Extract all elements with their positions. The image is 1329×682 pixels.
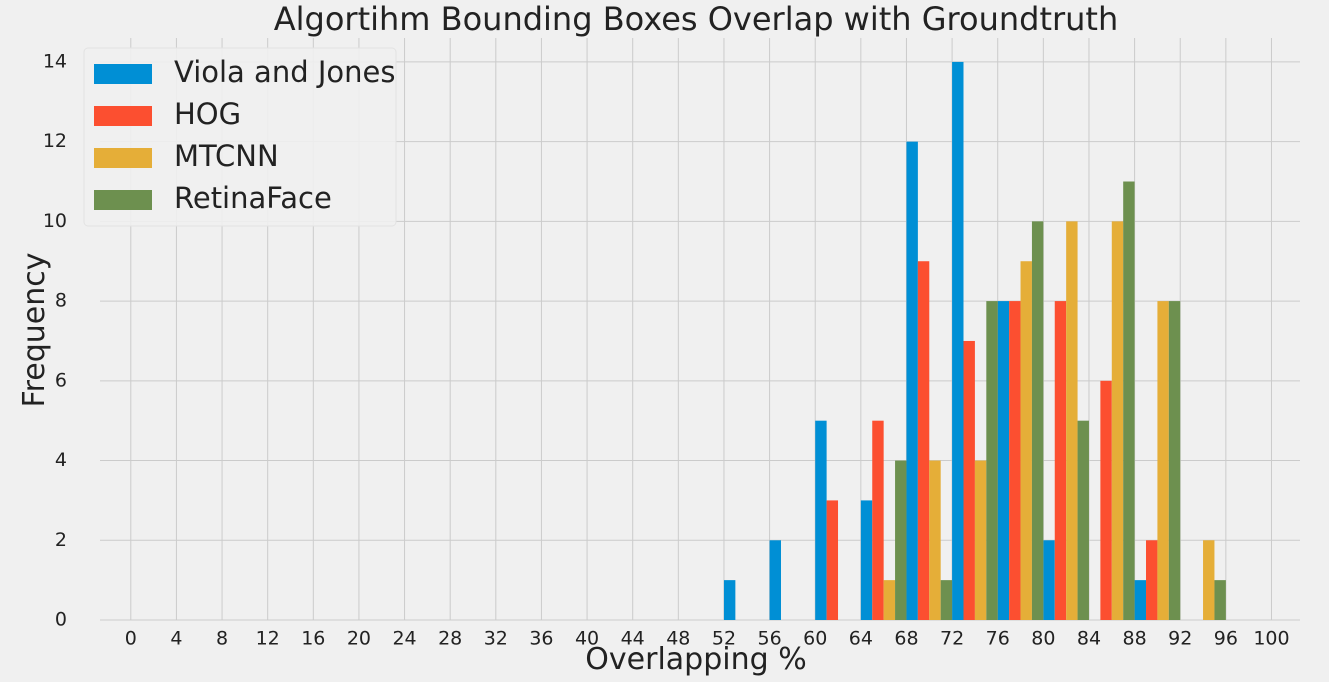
tick-labels: 0 4 8 12 16 20 24 28 32 36 40 44 48 52 56 60 64 68 72 76 80 8…: [43, 50, 1290, 649]
bar-retinaface: [986, 301, 998, 620]
x-tick-label: 56: [757, 628, 781, 650]
bar-mtcnn: [883, 580, 896, 620]
x-tick-label: 24: [392, 628, 416, 650]
x-tick-label: 4: [170, 628, 182, 650]
x-tick-label: 92: [1168, 628, 1192, 650]
x-tick-label: 8: [216, 628, 228, 650]
y-tick-label: 10: [43, 210, 67, 232]
legend-label: Viola and Jones: [174, 55, 395, 89]
x-tick-label: 52: [712, 628, 736, 650]
x-tick-label: 88: [1123, 628, 1147, 650]
bar-viola-and-jones: [723, 580, 736, 620]
legend: Viola and Jones HOG MTCNN RetinaFace: [83, 47, 397, 227]
y-tick-label: 8: [55, 290, 67, 312]
bars: [723, 61, 1226, 621]
bar-retinaface: [1168, 301, 1181, 620]
legend-box: [83, 47, 397, 227]
y-tick-label: 6: [55, 369, 67, 391]
x-tick-label: 76: [986, 628, 1010, 650]
legend-label: HOG: [174, 97, 241, 131]
y-axis-label: Frequency: [17, 253, 52, 408]
bar-mtcnn: [1066, 221, 1078, 620]
x-tick-label: 0: [125, 628, 137, 650]
bar-viola-and-jones: [769, 540, 781, 620]
y-tick-label: 2: [55, 529, 67, 551]
x-tick-label: 28: [438, 628, 462, 650]
bar-hog: [963, 340, 975, 620]
legend-label: MTCNN: [174, 139, 279, 173]
y-tick-label: 4: [55, 449, 67, 471]
bar-viola-and-jones: [952, 61, 964, 621]
bar-viola-and-jones: [997, 301, 1010, 620]
y-tick-label: 12: [43, 130, 67, 152]
bar-viola-and-jones: [1043, 540, 1055, 620]
x-tick-label: 32: [484, 628, 508, 650]
bar-viola-and-jones: [815, 420, 827, 620]
x-tick-label: 100: [1253, 628, 1289, 650]
bar-retinaface: [1214, 580, 1226, 620]
bar-hog: [826, 500, 839, 620]
x-tick-label: 36: [529, 628, 553, 650]
bar-hog: [917, 261, 930, 620]
x-tick-label: 12: [256, 628, 280, 650]
x-tick-label: 48: [666, 628, 690, 650]
bar-hog: [1146, 540, 1158, 620]
x-tick-label: 60: [803, 628, 827, 650]
legend-swatch: [94, 148, 152, 168]
bar-mtcnn: [1203, 540, 1215, 620]
bar-retinaface: [1031, 221, 1044, 620]
x-tick-label: 20: [347, 628, 371, 650]
x-tick-label: 96: [1214, 628, 1238, 650]
x-tick-label: 84: [1077, 628, 1101, 650]
bar-viola-and-jones: [1134, 580, 1147, 620]
bar-mtcnn: [1111, 221, 1124, 620]
x-tick-label: 80: [1031, 628, 1055, 650]
chart-title: Algortihm Bounding Boxes Overlap with Gr…: [274, 0, 1119, 38]
bar-mtcnn: [1020, 261, 1032, 620]
legend-label: RetinaFace: [174, 181, 332, 215]
bar-viola-and-jones: [860, 500, 873, 620]
bar-retinaface: [895, 460, 907, 620]
legend-swatch: [94, 106, 152, 126]
bar-hog: [1100, 380, 1112, 620]
y-tick-label: 0: [55, 609, 67, 631]
bar-viola-and-jones: [906, 141, 918, 620]
bar-mtcnn: [1157, 301, 1169, 620]
x-tick-label: 68: [894, 628, 918, 650]
x-tick-label: 72: [940, 628, 964, 650]
x-axis-label: Overlapping %: [585, 642, 806, 677]
x-tick-label: 44: [621, 628, 645, 650]
legend-swatch: [94, 190, 152, 210]
bar-mtcnn: [929, 460, 941, 620]
x-tick-label: 40: [575, 628, 599, 650]
y-tick-label: 14: [43, 50, 67, 72]
bar-mtcnn: [974, 460, 987, 620]
bar-hog: [1009, 301, 1021, 620]
legend-swatch: [94, 64, 152, 84]
bar-retinaface: [940, 580, 953, 620]
bar-retinaface: [1123, 181, 1135, 621]
bar-hog: [872, 420, 884, 620]
bar-hog: [1054, 301, 1067, 620]
x-tick-label: 64: [849, 628, 873, 650]
bar-retinaface: [1077, 420, 1089, 620]
x-tick-label: 16: [301, 628, 325, 650]
